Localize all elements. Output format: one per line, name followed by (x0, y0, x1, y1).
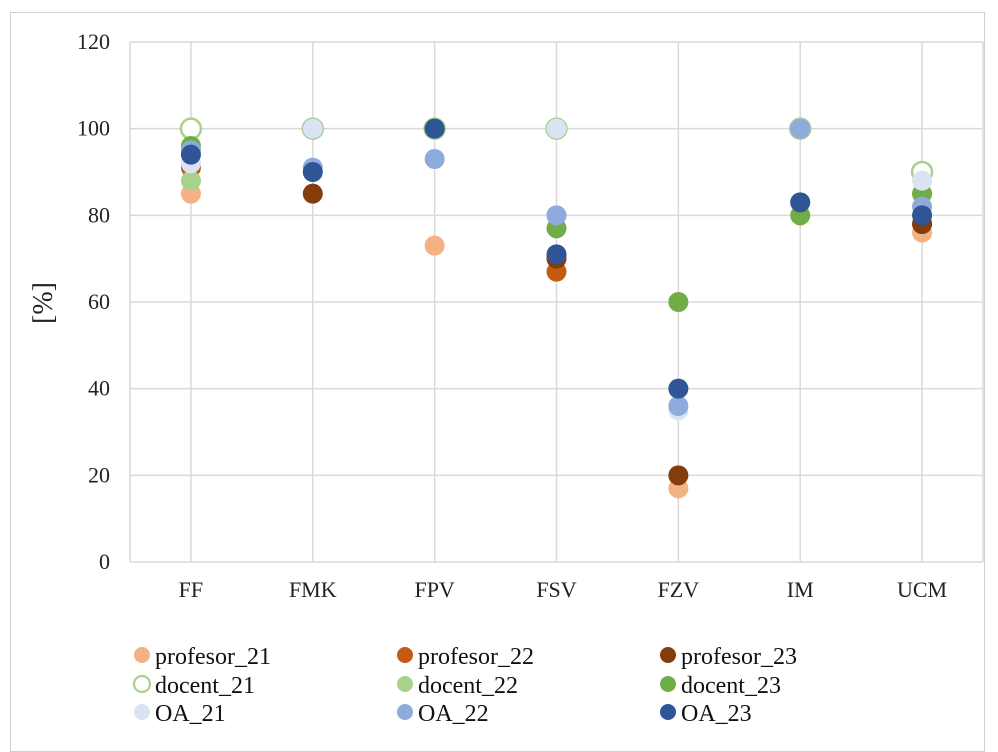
y-tick-label: 40 (88, 376, 110, 401)
x-tick-label: FF (179, 577, 203, 602)
point-OA_23 (668, 378, 689, 399)
point-OA_23 (302, 162, 323, 182)
point-profesor_23 (302, 183, 323, 204)
y-axis-ticks: 0 20 40 60 80 100 120 (77, 29, 110, 574)
point-OA_22 (790, 118, 811, 139)
y-tick-label: 20 (88, 462, 110, 487)
y-tick-label: 0 (99, 549, 110, 574)
x-tick-label: FPV (414, 577, 454, 602)
legend-marker-docent_21 (132, 674, 152, 694)
point-profesor_21 (424, 235, 445, 256)
legend-marker-profesor_23 (660, 647, 676, 663)
legend-marker-profesor_22 (397, 647, 413, 663)
legend-label-OA_23: OA_23 (681, 701, 752, 727)
legend-marker-OA_23 (660, 704, 676, 720)
y-tick-label: 60 (88, 289, 110, 314)
point-docent_21 (179, 117, 203, 140)
legend-label-docent_21: docent_21 (155, 673, 255, 699)
legend-label-OA_22: OA_22 (418, 701, 489, 727)
point-OA_23 (912, 205, 933, 226)
y-tick-label: 100 (77, 116, 110, 141)
legend-marker-docent_22 (397, 676, 413, 692)
point-OA_22 (424, 149, 445, 169)
x-tick-label: IM (787, 577, 814, 602)
legend-label-OA_21: OA_21 (155, 701, 226, 727)
legend-label-docent_22: docent_22 (418, 673, 518, 699)
legend-marker-docent_23 (660, 676, 676, 692)
legend-marker-profesor_21 (134, 647, 150, 663)
legend-label-docent_23: docent_23 (681, 673, 781, 699)
point-docent_23 (668, 292, 689, 312)
point-OA_23 (180, 144, 201, 165)
legend-marker-OA_21 (134, 704, 150, 720)
y-axis-label: [%] (28, 282, 59, 324)
legend: profesor_21 profesor_22 profesor_23 docent_… (132, 644, 797, 727)
x-tick-label: FMK (289, 577, 337, 602)
x-tick-label: FZV (658, 577, 700, 602)
y-tick-label: 120 (77, 29, 110, 54)
chart-frame (10, 12, 985, 752)
point-OA_23 (424, 118, 445, 139)
point-docent_22 (180, 170, 201, 191)
legend-label-profesor_22: profesor_22 (418, 644, 534, 670)
x-tick-label: FSV (536, 577, 576, 602)
legend-label-profesor_21: profesor_21 (155, 644, 271, 670)
point-profesor_23 (668, 465, 689, 486)
y-tick-label: 80 (88, 202, 110, 227)
point-OA_21 (546, 118, 567, 139)
legend-marker-OA_22 (397, 704, 413, 720)
point-OA_21 (912, 170, 933, 191)
legend-label-profesor_23: profesor_23 (681, 644, 797, 670)
point-OA_21 (302, 118, 323, 139)
point-OA_23 (790, 192, 811, 213)
point-OA_22 (546, 205, 567, 226)
point-OA_22 (668, 396, 689, 416)
point-OA_23 (546, 244, 567, 265)
x-axis-ticks: FF FMK FPV FSV FZV IM UCM (179, 577, 947, 602)
x-tick-label: UCM (897, 577, 947, 602)
data-points (179, 117, 934, 499)
